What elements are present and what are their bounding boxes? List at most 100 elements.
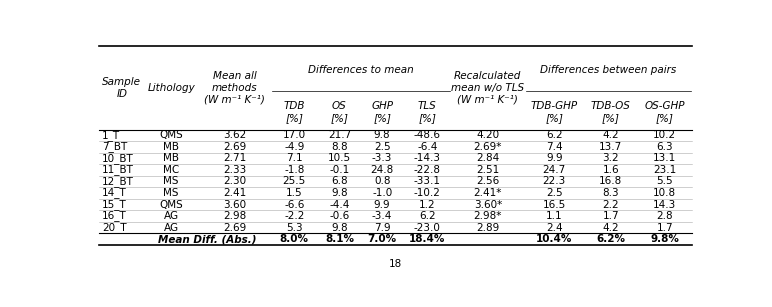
Text: 1_T: 1_T bbox=[102, 130, 120, 141]
Text: 24.8: 24.8 bbox=[371, 165, 394, 175]
Text: -3.3: -3.3 bbox=[372, 154, 392, 163]
Text: 11_BT: 11_BT bbox=[102, 165, 134, 175]
Text: 8.3: 8.3 bbox=[603, 188, 619, 198]
Text: MS: MS bbox=[164, 177, 179, 186]
Text: MB: MB bbox=[163, 154, 179, 163]
Text: 7.9: 7.9 bbox=[374, 223, 391, 233]
Text: 12_BT: 12_BT bbox=[102, 176, 134, 187]
Text: 6.2: 6.2 bbox=[546, 130, 563, 140]
Text: MC: MC bbox=[163, 165, 179, 175]
Text: AG: AG bbox=[164, 223, 179, 233]
Text: 8.0%: 8.0% bbox=[279, 234, 309, 244]
Text: 2.84: 2.84 bbox=[476, 154, 499, 163]
Text: AG: AG bbox=[164, 211, 179, 221]
Text: 8.1%: 8.1% bbox=[325, 234, 354, 244]
Text: 7.4: 7.4 bbox=[546, 142, 563, 152]
Text: 4.20: 4.20 bbox=[476, 130, 499, 140]
Text: 14_T: 14_T bbox=[102, 188, 127, 198]
Text: 6.2: 6.2 bbox=[419, 211, 435, 221]
Text: 2.69: 2.69 bbox=[223, 142, 246, 152]
Text: 3.2: 3.2 bbox=[603, 154, 619, 163]
Text: 13.1: 13.1 bbox=[653, 154, 676, 163]
Text: 18.4%: 18.4% bbox=[409, 234, 445, 244]
Text: 22.3: 22.3 bbox=[543, 177, 566, 186]
Text: 5.3: 5.3 bbox=[286, 223, 303, 233]
Text: 9.8: 9.8 bbox=[374, 130, 391, 140]
Text: 10.8: 10.8 bbox=[653, 188, 676, 198]
Text: 7.1: 7.1 bbox=[286, 154, 303, 163]
Text: Mean all
methods
(W m⁻¹ K⁻¹): Mean all methods (W m⁻¹ K⁻¹) bbox=[204, 71, 265, 104]
Text: 1.2: 1.2 bbox=[419, 200, 435, 209]
Text: 7_BT: 7_BT bbox=[102, 142, 127, 152]
Text: 1.7: 1.7 bbox=[656, 223, 673, 233]
Text: -1.8: -1.8 bbox=[284, 165, 304, 175]
Text: 1.6: 1.6 bbox=[603, 165, 619, 175]
Text: -2.2: -2.2 bbox=[284, 211, 304, 221]
Text: 2.56: 2.56 bbox=[476, 177, 499, 186]
Text: -22.8: -22.8 bbox=[414, 165, 441, 175]
Text: 2.51: 2.51 bbox=[476, 165, 499, 175]
Text: 6.2%: 6.2% bbox=[596, 234, 625, 244]
Text: -33.1: -33.1 bbox=[414, 177, 441, 186]
Text: 3.60*: 3.60* bbox=[474, 200, 502, 209]
Text: TDB-OS
[%]: TDB-OS [%] bbox=[591, 101, 631, 123]
Text: 24.7: 24.7 bbox=[543, 165, 566, 175]
Text: -3.4: -3.4 bbox=[372, 211, 392, 221]
Text: 2.41*: 2.41* bbox=[473, 188, 502, 198]
Text: TLS
[%]: TLS [%] bbox=[418, 101, 437, 123]
Text: 21.7: 21.7 bbox=[328, 130, 351, 140]
Text: -6.6: -6.6 bbox=[284, 200, 304, 209]
Text: 6.3: 6.3 bbox=[656, 142, 673, 152]
Text: 2.69*: 2.69* bbox=[473, 142, 502, 152]
Text: TDB-GHP
[%]: TDB-GHP [%] bbox=[530, 101, 577, 123]
Text: 1.1: 1.1 bbox=[546, 211, 563, 221]
Text: 2.98: 2.98 bbox=[223, 211, 246, 221]
Text: -1.0: -1.0 bbox=[372, 188, 392, 198]
Text: 10.2: 10.2 bbox=[653, 130, 676, 140]
Text: 23.1: 23.1 bbox=[653, 165, 676, 175]
Text: 9.9: 9.9 bbox=[546, 154, 563, 163]
Text: Recalculated
mean w/o TLS
(W m⁻¹ K⁻¹): Recalculated mean w/o TLS (W m⁻¹ K⁻¹) bbox=[451, 71, 524, 104]
Text: 0.8: 0.8 bbox=[374, 177, 391, 186]
Text: Mean Diff. (Abs.): Mean Diff. (Abs.) bbox=[158, 234, 256, 244]
Text: 10.5: 10.5 bbox=[328, 154, 351, 163]
Text: 2.2: 2.2 bbox=[603, 200, 619, 209]
Text: -4.9: -4.9 bbox=[284, 142, 304, 152]
Text: 13.7: 13.7 bbox=[599, 142, 622, 152]
Text: -14.3: -14.3 bbox=[414, 154, 441, 163]
Text: -6.4: -6.4 bbox=[417, 142, 438, 152]
Text: 3.62: 3.62 bbox=[223, 130, 246, 140]
Text: 9.8: 9.8 bbox=[331, 223, 347, 233]
Text: 14.3: 14.3 bbox=[653, 200, 676, 209]
Text: 2.69: 2.69 bbox=[223, 223, 246, 233]
Text: 6.8: 6.8 bbox=[331, 177, 347, 186]
Text: OS-GHP
[%]: OS-GHP [%] bbox=[645, 101, 685, 123]
Text: 2.8: 2.8 bbox=[656, 211, 673, 221]
Text: 2.98*: 2.98* bbox=[473, 211, 502, 221]
Text: 1.7: 1.7 bbox=[603, 211, 619, 221]
Text: 7.0%: 7.0% bbox=[367, 234, 397, 244]
Text: 15_T: 15_T bbox=[102, 199, 127, 210]
Text: 10.4%: 10.4% bbox=[536, 234, 573, 244]
Text: 8.8: 8.8 bbox=[331, 142, 347, 152]
Text: QMS: QMS bbox=[159, 200, 183, 209]
Text: 16_T: 16_T bbox=[102, 211, 127, 221]
Text: -10.2: -10.2 bbox=[414, 188, 441, 198]
Text: 9.8%: 9.8% bbox=[650, 234, 679, 244]
Text: 4.2: 4.2 bbox=[603, 223, 619, 233]
Text: 2.33: 2.33 bbox=[223, 165, 246, 175]
Text: 17.0: 17.0 bbox=[283, 130, 306, 140]
Text: 2.4: 2.4 bbox=[546, 223, 563, 233]
Text: -48.6: -48.6 bbox=[414, 130, 441, 140]
Text: 1.5: 1.5 bbox=[286, 188, 303, 198]
Text: 20_T: 20_T bbox=[102, 222, 127, 233]
Text: MS: MS bbox=[164, 188, 179, 198]
Text: 2.71: 2.71 bbox=[223, 154, 246, 163]
Text: -0.1: -0.1 bbox=[329, 165, 350, 175]
Text: 16.5: 16.5 bbox=[543, 200, 566, 209]
Text: 25.5: 25.5 bbox=[283, 177, 306, 186]
Text: Differences between pairs: Differences between pairs bbox=[540, 65, 676, 75]
Text: 2.5: 2.5 bbox=[374, 142, 391, 152]
Text: 2.89: 2.89 bbox=[476, 223, 499, 233]
Text: 2.41: 2.41 bbox=[223, 188, 246, 198]
